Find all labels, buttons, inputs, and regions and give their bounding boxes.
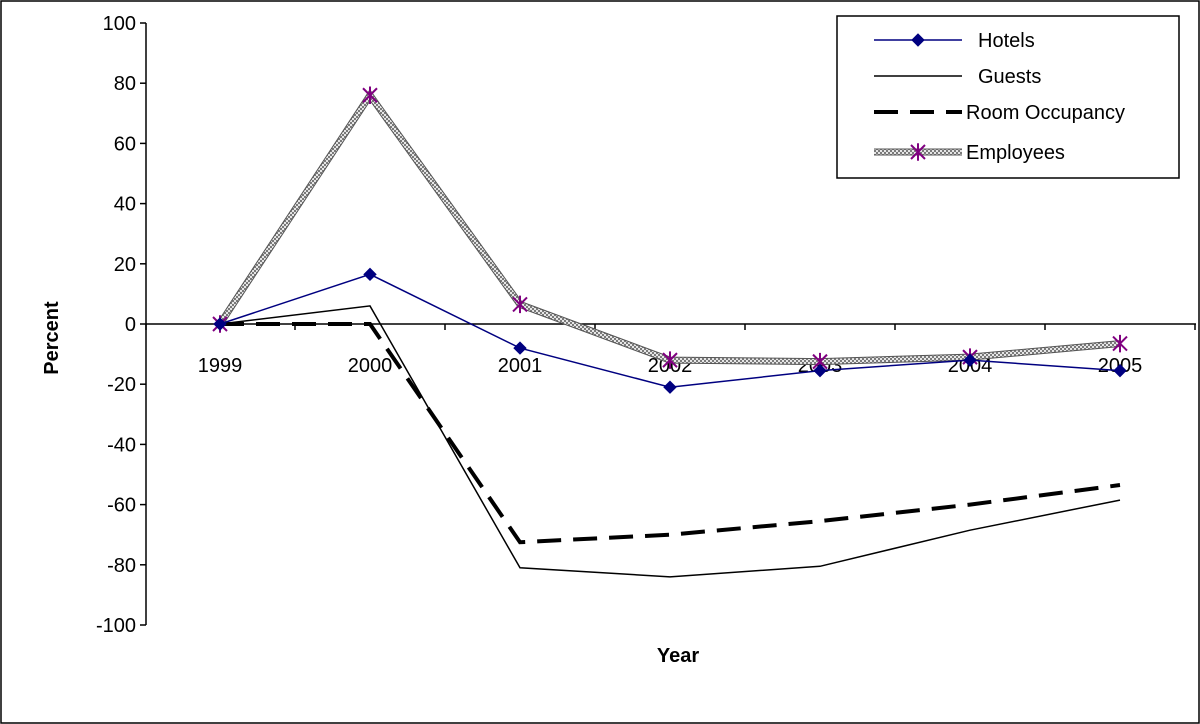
series-line-guests: [219, 305, 1121, 578]
x-tick-label: 2001: [498, 355, 543, 377]
data-point-employees: [512, 295, 528, 314]
legend-key-employees: [874, 143, 962, 161]
data-point-employees: [662, 351, 678, 369]
legend-marker: [910, 143, 926, 161]
y-tick-label: 60: [114, 133, 136, 155]
x-tick-label: 1999: [198, 355, 243, 377]
data-point-employees: [1112, 334, 1128, 353]
data-point-hotels: [813, 363, 827, 378]
y-axis-title: Percent: [41, 301, 63, 375]
data-point-hotels: [363, 267, 377, 282]
legend-label-hotels: Hotels: [978, 30, 1035, 52]
axes: 100 80 60 40 20 0 -20 -40 -60 -80 -100 1999 2000 2001…: [96, 13, 1196, 637]
x-axis-title: Year: [657, 645, 699, 667]
y-tick-label: -40: [107, 434, 136, 456]
y-tick-label: 0: [125, 314, 136, 336]
legend-label-guests: Guests: [978, 66, 1041, 88]
y-tick-label: 80: [114, 73, 136, 95]
data-point-hotels: [663, 380, 677, 394]
series-room-occupancy: [220, 322, 1121, 545]
y-tick-label: 40: [114, 194, 136, 216]
y-tick-label: -20: [107, 374, 136, 396]
x-tick-label: 2000: [348, 355, 393, 377]
y-tick-label: 100: [103, 13, 136, 35]
y-tick-label: -100: [96, 615, 136, 637]
data-point-hotels: [963, 353, 977, 367]
data-point-hotels: [1113, 363, 1127, 378]
y-tick-label: 20: [114, 254, 136, 276]
series-guests: [219, 305, 1121, 578]
data-point-employees: [362, 86, 378, 104]
legend-label-employees: Employees: [966, 142, 1065, 164]
data-point-hotels: [513, 341, 527, 355]
legend-label-room-occupancy: Room Occupancy: [966, 102, 1125, 124]
series-line-room-occupancy: [220, 322, 1121, 545]
y-tick-label: -80: [107, 555, 136, 577]
series-layer: [212, 86, 1128, 578]
legend-key-hotels: [874, 33, 962, 47]
legend: Hotels Guests Room Occupancy Employees: [836, 15, 1180, 179]
series-hotels: [213, 267, 1127, 394]
y-tick-label: -60: [107, 495, 136, 517]
legend-keys: [874, 33, 962, 161]
data-point-hotels: [213, 317, 227, 331]
legend-marker: [911, 33, 925, 47]
